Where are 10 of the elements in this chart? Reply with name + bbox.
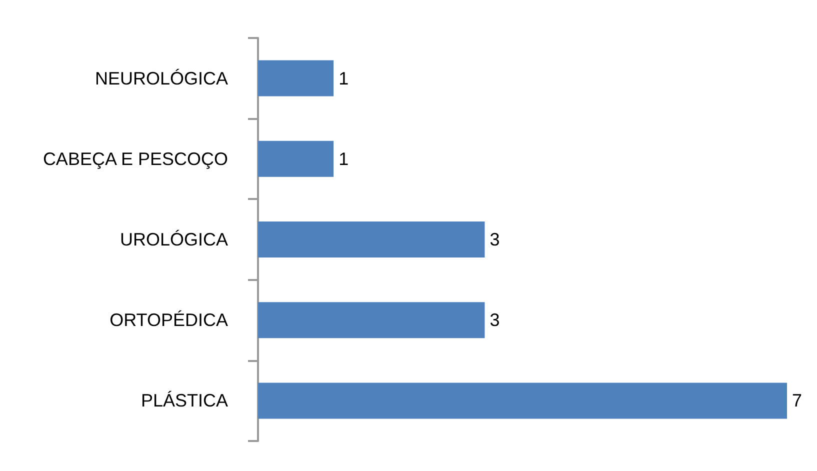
y-tick-label: ORTOPÉDICA — [110, 310, 228, 330]
y-tick-label: PLÁSTICA — [140, 390, 228, 411]
y-tick-label: NEUROLÓGICA — [94, 68, 228, 88]
data-label: 1 — [338, 148, 349, 169]
data-label: 7 — [792, 390, 802, 411]
data-label: 3 — [490, 310, 500, 330]
data-label: 3 — [490, 230, 500, 250]
y-tick-label: CABEÇA E PESCOÇO — [42, 148, 228, 169]
y-tick-label: UROLÓGICA — [120, 230, 228, 250]
data-label: 1 — [338, 68, 349, 88]
